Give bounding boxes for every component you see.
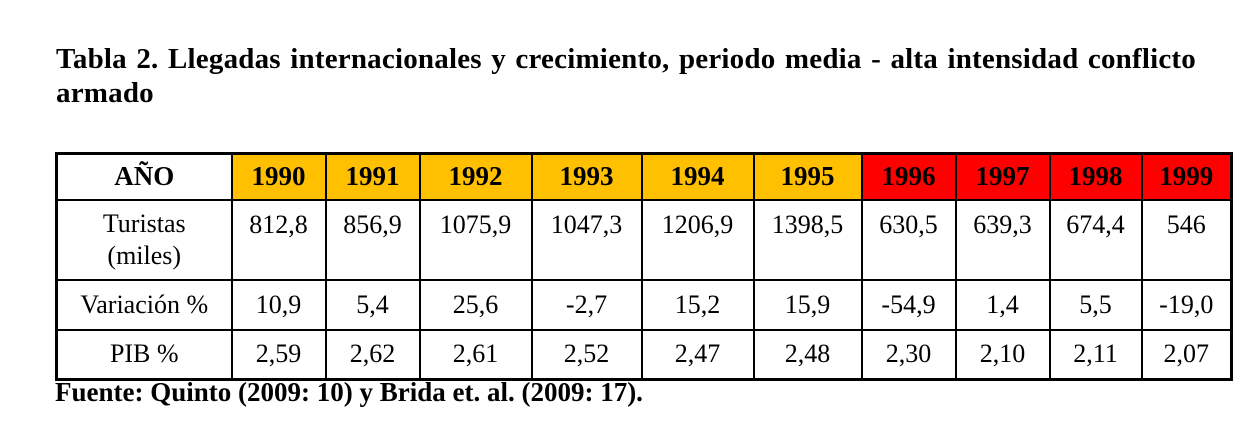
table-cell: 639,3	[954, 198, 1051, 281]
header-year-cell: 1998	[1048, 152, 1143, 201]
table-row-pib: PIB % 2,59 2,62 2,61 2,52 2,47 2,48 2,30…	[55, 328, 1233, 381]
table-cell: 2,07	[1140, 328, 1233, 381]
header-year-label: AÑO	[55, 152, 233, 201]
table-cell: 2,52	[530, 328, 643, 381]
table-cell: 1047,3	[530, 198, 643, 281]
row-label-variacion: Variación %	[55, 278, 233, 331]
table-cell: 5,4	[324, 278, 421, 331]
header-year-cell: 1995	[752, 152, 863, 201]
table-row-variacion: Variación % 10,9 5,4 25,6 -2,7 15,2 15,9…	[55, 278, 1233, 331]
header-year-cell: 1992	[418, 152, 533, 201]
row-label-line: (miles)	[107, 240, 182, 270]
table-cell: 1398,5	[752, 198, 863, 281]
row-label-turistas: Turistas (miles)	[55, 198, 233, 281]
header-year-cell: 1999	[1140, 152, 1233, 201]
table-row-turistas: Turistas (miles) 812,8 856,9 1075,9 1047…	[55, 198, 1233, 281]
header-row: AÑO 1990 1991 1992 1993 1994 1995 1996 1…	[55, 152, 1233, 201]
header-year-cell: 1997	[954, 152, 1051, 201]
table-cell: 1,4	[954, 278, 1051, 331]
table-cell: 15,9	[752, 278, 863, 331]
table-cell: 25,6	[418, 278, 533, 331]
table-cell: 2,62	[324, 328, 421, 381]
header-year-cell: 1993	[530, 152, 643, 201]
header-year-cell: 1991	[324, 152, 421, 201]
table-cell: 2,59	[230, 328, 327, 381]
table-cell: 1206,9	[640, 198, 755, 281]
table-cell: 2,61	[418, 328, 533, 381]
row-label-pib: PIB %	[55, 328, 233, 381]
header-year-cell: 1994	[640, 152, 755, 201]
header-year-cell: 1996	[860, 152, 957, 201]
header-year-cell: 1990	[230, 152, 327, 201]
table-cell: 674,4	[1048, 198, 1143, 281]
table-cell: 2,47	[640, 328, 755, 381]
table-cell: 1075,9	[418, 198, 533, 281]
table-cell: -54,9	[860, 278, 957, 331]
table-cell: 10,9	[230, 278, 327, 331]
table-cell: 856,9	[324, 198, 421, 281]
table-cell: 546	[1140, 198, 1233, 281]
table-cell: 2,48	[752, 328, 863, 381]
table-cell: 630,5	[860, 198, 957, 281]
table-cell: -19,0	[1140, 278, 1233, 331]
table-cell: 2,11	[1048, 328, 1143, 381]
table-cell: -2,7	[530, 278, 643, 331]
table-cell: 2,30	[860, 328, 957, 381]
source-note: Fuente: Quinto (2009: 10) y Brida et. al…	[55, 377, 643, 407]
data-table: AÑO 1990 1991 1992 1993 1994 1995 1996 1…	[55, 152, 1233, 381]
table-cell: 2,10	[954, 328, 1051, 381]
table-title: Tabla 2. Llegadas internacionales y crec…	[56, 43, 1196, 109]
table-cell: 5,5	[1048, 278, 1143, 331]
table-cell: 812,8	[230, 198, 327, 281]
row-label-line: Turistas	[102, 208, 186, 238]
table-cell: 15,2	[640, 278, 755, 331]
